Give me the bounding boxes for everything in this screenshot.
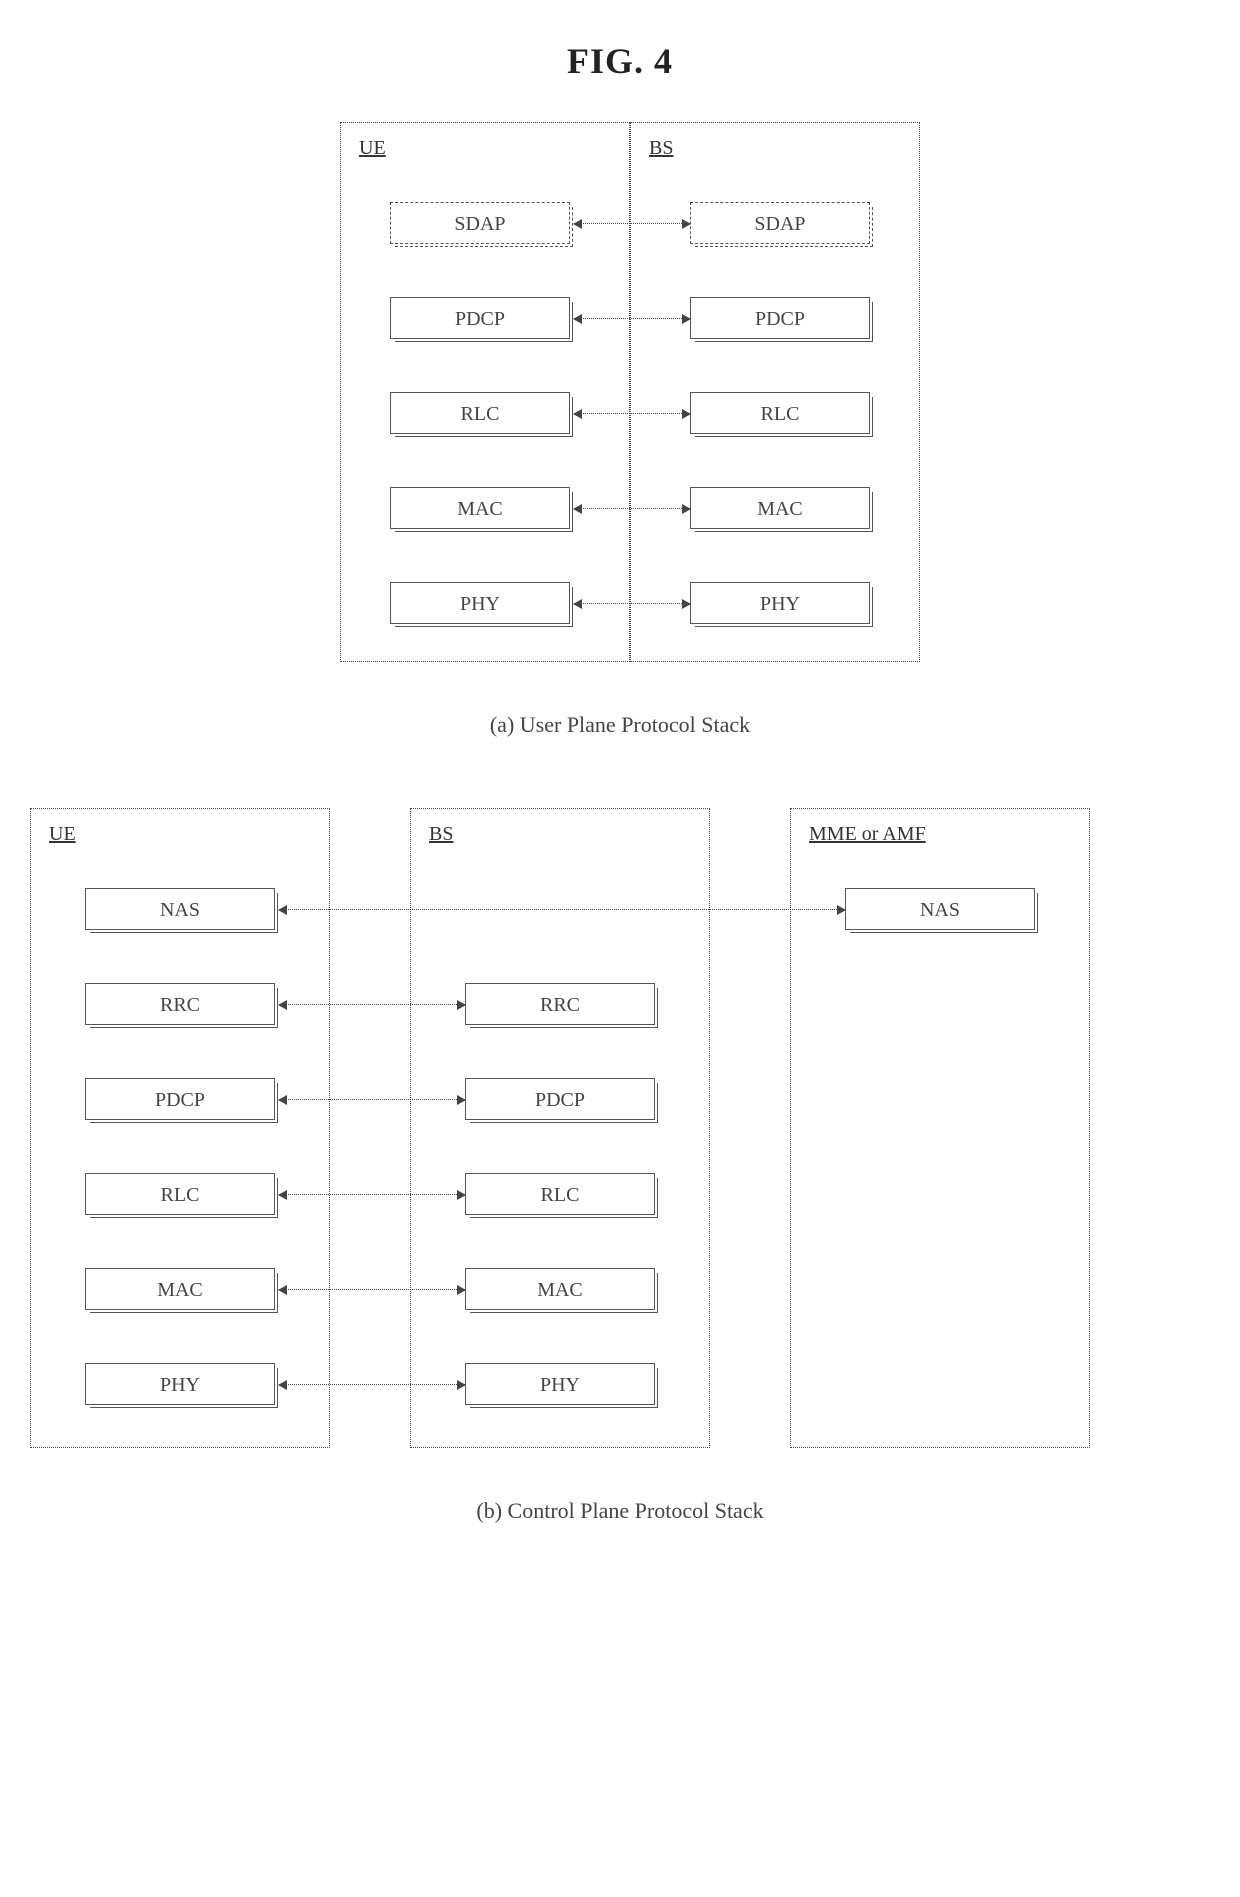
arrow-right-icon [682, 599, 691, 609]
connector-row-2 [574, 413, 690, 414]
connector-row-0 [574, 223, 690, 224]
entity-label-ue: UE [49, 823, 76, 846]
arrow-right-icon [837, 905, 846, 915]
arrow-right-icon [457, 1285, 466, 1295]
arrow-left-icon [278, 1095, 287, 1105]
control-plane-diagram: UE BS MME or AMF NAS RRC PDCP RLC MAC PHY RRC PDCP… [30, 808, 1210, 1468]
entity-bs: BS [410, 808, 710, 1448]
arrow-right-icon [457, 1380, 466, 1390]
layer-ue-mac: MAC [390, 487, 570, 529]
layer-bs-mac: MAC [465, 1268, 655, 1310]
connector-row-4 [574, 603, 690, 604]
arrow-left-icon [573, 599, 582, 609]
layer-bs-pdcp: PDCP [465, 1078, 655, 1120]
layer-bs-pdcp: PDCP [690, 297, 870, 339]
layer-ue-sdap: SDAP [390, 202, 570, 244]
connector-row-5 [279, 1384, 465, 1385]
connector-row-0 [279, 909, 845, 910]
layer-ue-pdcp: PDCP [390, 297, 570, 339]
entity-label-bs: BS [429, 823, 453, 846]
layer-bs-rlc: RLC [465, 1173, 655, 1215]
layer-ue-rrc: RRC [85, 983, 275, 1025]
arrow-right-icon [682, 314, 691, 324]
arrow-left-icon [278, 1000, 287, 1010]
arrow-right-icon [682, 504, 691, 514]
control-plane-caption: (b) Control Plane Protocol Stack [30, 1498, 1210, 1524]
entity-label-ue: UE [359, 137, 386, 160]
arrow-right-icon [457, 1095, 466, 1105]
arrow-left-icon [278, 1190, 287, 1200]
connector-row-3 [574, 508, 690, 509]
arrow-left-icon [573, 314, 582, 324]
connector-row-1 [279, 1004, 465, 1005]
layer-ue-pdcp: PDCP [85, 1078, 275, 1120]
arrow-left-icon [573, 409, 582, 419]
layer-ue-rlc: RLC [85, 1173, 275, 1215]
entity-label-mme: MME or AMF [809, 823, 926, 846]
layer-bs-sdap: SDAP [690, 202, 870, 244]
connector-row-2 [279, 1099, 465, 1100]
figure-title: FIG. 4 [30, 40, 1210, 82]
arrow-left-icon [573, 504, 582, 514]
connector-row-3 [279, 1194, 465, 1195]
arrow-left-icon [573, 219, 582, 229]
layer-bs-rlc: RLC [690, 392, 870, 434]
layer-bs-phy: PHY [690, 582, 870, 624]
arrow-left-icon [278, 1380, 287, 1390]
connector-row-1 [574, 318, 690, 319]
layer-ue-phy: PHY [85, 1363, 275, 1405]
arrow-left-icon [278, 905, 287, 915]
layer-ue-mac: MAC [85, 1268, 275, 1310]
arrow-right-icon [457, 1000, 466, 1010]
arrow-right-icon [682, 219, 691, 229]
user-plane-diagram: UE BS SDAP PDCP RLC MAC PHY SDAP PDCP RLC MAC PHY [230, 122, 1010, 682]
arrow-left-icon [278, 1285, 287, 1295]
layer-ue-phy: PHY [390, 582, 570, 624]
layer-bs-mac: MAC [690, 487, 870, 529]
layer-mme-nas: NAS [845, 888, 1035, 930]
layer-bs-phy: PHY [465, 1363, 655, 1405]
layer-ue-rlc: RLC [390, 392, 570, 434]
entity-label-bs: BS [649, 137, 673, 160]
layer-ue-nas: NAS [85, 888, 275, 930]
arrow-right-icon [457, 1190, 466, 1200]
arrow-right-icon [682, 409, 691, 419]
layer-bs-rrc: RRC [465, 983, 655, 1025]
connector-row-4 [279, 1289, 465, 1290]
user-plane-caption: (a) User Plane Protocol Stack [30, 712, 1210, 738]
